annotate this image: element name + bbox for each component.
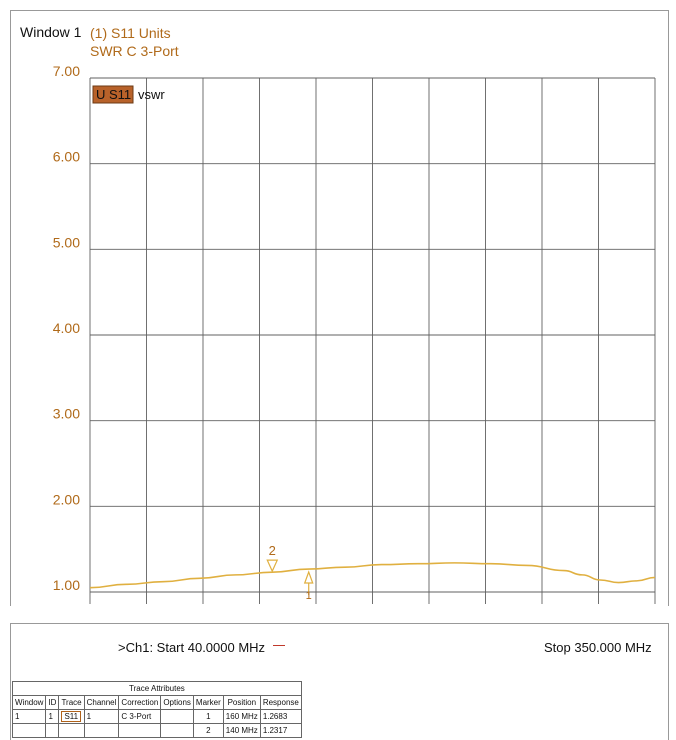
y-tick-label: 6.00 <box>53 149 80 165</box>
cell-window: 1 <box>11 709 47 724</box>
cell-id: 1 <box>45 709 60 724</box>
cell-id <box>45 723 60 738</box>
cell-response: 1.2683 <box>259 709 302 724</box>
cell-options <box>160 709 194 724</box>
table-caption-row: Trace Attributes <box>12 681 302 696</box>
trace-format-text: vswr <box>138 87 165 102</box>
cell-trace[interactable]: S11 <box>58 709 85 724</box>
cell-marker: 2 <box>192 723 224 738</box>
start-indicator-dash <box>273 645 285 646</box>
cell-response: 1.2317 <box>259 723 302 738</box>
y-tick-label: 7.00 <box>53 63 80 79</box>
cell-channel: 1 <box>83 709 120 724</box>
vswr-trace-line <box>89 562 656 589</box>
y-tick-label: 3.00 <box>53 406 80 422</box>
trace-selector[interactable]: S11 <box>61 711 82 722</box>
vswr-chart: 1.00 2.00 3.00 4.00 5.00 6.00 7.00 1 2 U S11 vsw… <box>53 63 656 604</box>
window-label: Window 1 <box>20 24 82 40</box>
col-header-correction: Correction <box>118 695 162 710</box>
col-header-window: Window <box>11 695 47 710</box>
trace-badge-box <box>92 85 134 104</box>
cell-options <box>160 723 194 738</box>
table-header-row: Window ID Trace Channel Correction Optio… <box>11 695 302 710</box>
stop-frequency-label: Stop 350.000 MHz <box>544 640 652 655</box>
cell-marker: 1 <box>192 709 224 724</box>
col-header-marker: Marker <box>192 695 224 710</box>
col-header-options: Options <box>160 695 194 710</box>
trace-title-line2: SWR C 3-Port <box>90 43 179 59</box>
cell-correction <box>118 723 162 738</box>
col-header-id: ID <box>45 695 60 710</box>
cell-window <box>11 723 47 738</box>
trace-title: (1) S11 Units SWR C 3-Port <box>90 24 179 60</box>
y-tick-label: 1.00 <box>53 577 80 593</box>
marker-1-label: 1 <box>306 590 312 602</box>
trace-attributes-table: Trace Attributes Window ID Trace Channel… <box>11 681 302 738</box>
cell-channel <box>83 723 120 738</box>
y-tick-label: 2.00 <box>53 491 80 507</box>
cell-position: 140 MHz <box>222 723 261 738</box>
cell-trace <box>58 723 85 738</box>
cell-position: 160 MHz <box>222 709 261 724</box>
marker-2-label: 2 <box>269 543 276 558</box>
marker-2-triangle <box>266 559 279 573</box>
table-row[interactable]: 1 1 S11 1 C 3-Port 1 160 MHz 1.2683 <box>11 709 302 724</box>
y-tick-label: 4.00 <box>53 320 80 336</box>
marker-1-triangle <box>303 570 314 584</box>
trace-title-line1: (1) S11 Units <box>90 25 171 41</box>
col-header-position: Position <box>222 695 261 710</box>
start-frequency-label: >Ch1: Start 40.0000 MHz <box>118 640 266 655</box>
col-header-trace: Trace <box>58 695 85 710</box>
cell-correction: C 3-Port <box>118 709 162 724</box>
y-tick-label: 5.00 <box>53 234 80 250</box>
col-header-response: Response <box>259 695 302 710</box>
trace-badge-text: U S11 <box>96 87 131 102</box>
table-row[interactable]: 2 140 MHz 1.2317 <box>11 723 302 738</box>
col-header-channel: Channel <box>83 695 120 710</box>
table-caption: Trace Attributes <box>12 681 302 696</box>
